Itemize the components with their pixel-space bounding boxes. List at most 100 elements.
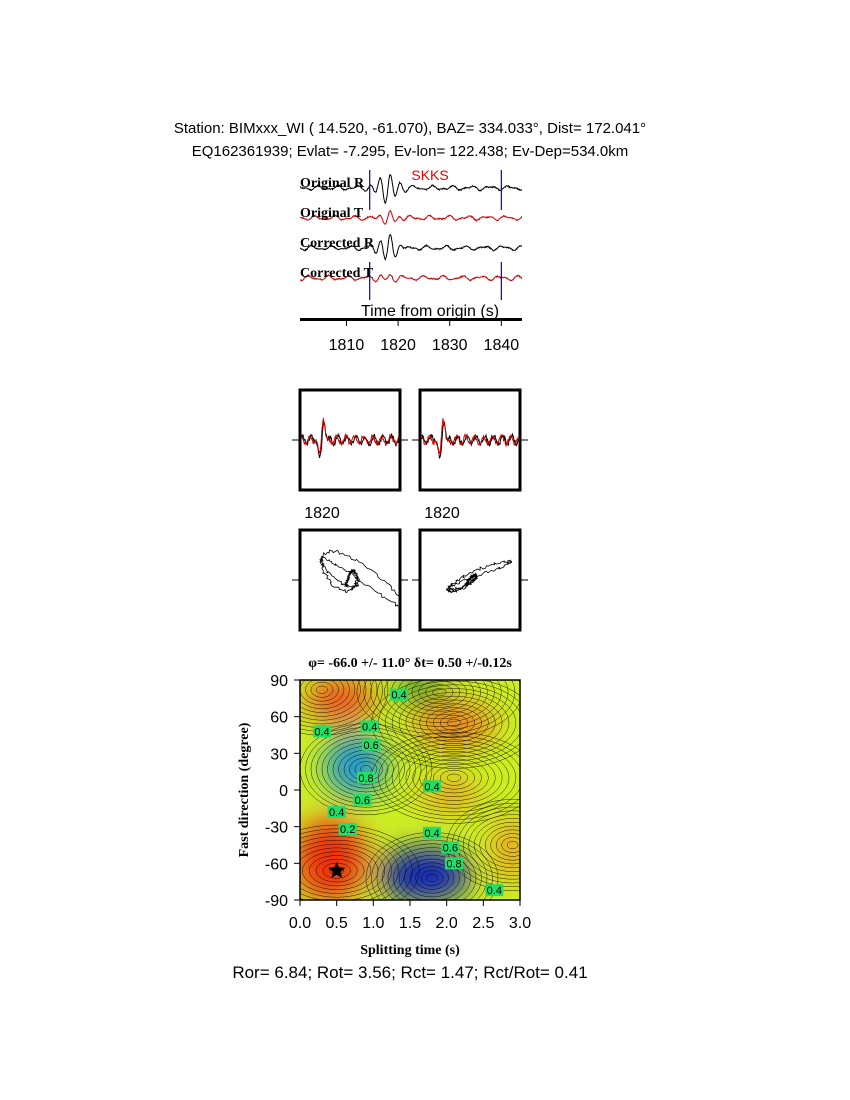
waveform-comparison-panel: 1820 1820 xyxy=(292,388,528,522)
contour-label-box xyxy=(485,884,504,897)
contour-label-box xyxy=(327,806,346,818)
seismogram-trace xyxy=(300,209,522,225)
contour-label-box xyxy=(338,823,357,836)
contour-line xyxy=(490,829,520,861)
x-axis-label: Splitting time (s) xyxy=(360,943,460,958)
waveform-trace xyxy=(421,418,519,456)
contour-line xyxy=(495,833,520,857)
contour-line xyxy=(433,711,475,735)
contour-label: 0.4 xyxy=(424,828,439,840)
contour-label-box xyxy=(441,841,460,854)
contour-line xyxy=(426,762,482,794)
contour-line xyxy=(382,843,482,900)
seismogram-panel: SKKS Original R Original T Corrected R C… xyxy=(300,167,522,354)
contour-line xyxy=(432,688,447,697)
time-tick-label: 1810 xyxy=(329,337,365,354)
time-axis-line xyxy=(300,318,522,321)
contour-line xyxy=(409,862,455,894)
contour-label-box xyxy=(353,793,372,806)
contour-label-box xyxy=(445,857,463,870)
energy-map: 0.4 0.4 0.6 0.4 0.8 0.6 0.4 0.4 0.2 0.4 0.6 0.8 0.4 xyxy=(300,680,520,900)
contour-line xyxy=(315,859,358,883)
waveform-tick-label-1: 1820 xyxy=(304,505,340,522)
contour-line xyxy=(425,684,454,701)
y-tick-label: 30 xyxy=(270,746,288,763)
waveform-trace xyxy=(301,421,399,459)
contour-line xyxy=(393,851,471,900)
contour-line xyxy=(411,680,468,708)
contour-line xyxy=(398,692,510,754)
time-tick-label: 1840 xyxy=(484,337,520,354)
waveform-trace xyxy=(301,417,399,454)
contour-line xyxy=(391,688,517,758)
contour-line xyxy=(462,810,520,880)
seismogram-trace xyxy=(300,174,522,205)
contour-line xyxy=(398,854,466,900)
contour-line xyxy=(473,818,520,872)
contour-line xyxy=(343,753,389,785)
time-tick-label: 1830 xyxy=(432,337,468,354)
contour-line xyxy=(398,747,510,809)
contour-line xyxy=(385,739,520,817)
contour-line xyxy=(300,680,372,725)
trace-label-corrected-t: Corrected T xyxy=(300,266,374,281)
contour-label: 0.4 xyxy=(487,885,502,897)
contour-label: 0.2 xyxy=(340,824,355,836)
contour-line xyxy=(378,735,520,820)
contour-label: 0.6 xyxy=(363,740,378,752)
contour-line xyxy=(433,766,475,790)
contour-line xyxy=(370,680,509,731)
y-tick-label: 0 xyxy=(279,783,288,800)
contour-line xyxy=(387,847,477,900)
y-tick-label: -60 xyxy=(265,856,288,873)
x-tick-label: 1.0 xyxy=(362,915,384,932)
seismogram-trace xyxy=(300,273,522,284)
contour-line xyxy=(356,680,520,739)
contour-line xyxy=(484,825,520,865)
contour-line xyxy=(412,754,496,801)
trace-label-corrected-r: Corrected R xyxy=(300,236,375,251)
contour-line xyxy=(419,703,489,743)
grid-search-panel: φ= -66.0 +/- 11.0° δt= 0.50 +/-0.12s 0.4… xyxy=(237,656,531,958)
contour-line xyxy=(468,814,520,876)
splitting-result-title: φ= -66.0 +/- 11.0° δt= 0.50 +/-0.12s xyxy=(308,656,512,671)
contour-line xyxy=(419,758,489,798)
contour-line xyxy=(426,707,482,739)
y-tick-label: 60 xyxy=(270,710,288,727)
contour-line xyxy=(363,680,516,735)
contour-label: 0.4 xyxy=(391,690,406,702)
contour-line xyxy=(391,743,517,813)
particle-motion-trace xyxy=(446,559,513,594)
x-tick-label: 2.0 xyxy=(436,915,458,932)
contour-line xyxy=(405,750,503,805)
best-fit-star xyxy=(328,861,346,878)
contour-line xyxy=(404,858,460,898)
contour-label-box xyxy=(357,771,375,784)
contour-label: 0.8 xyxy=(446,858,461,870)
contour-line xyxy=(305,680,339,702)
contour-line xyxy=(300,836,399,900)
time-axis-label: Time from origin (s) xyxy=(361,303,499,320)
contour-line xyxy=(418,680,461,704)
x-tick-label: 0.0 xyxy=(289,915,311,932)
y-axis-label: Fast direction (degree) xyxy=(237,722,252,857)
energy-ratios: Ror= 6.84; Rot= 3.56; Rct= 1.47; Rct/Rot… xyxy=(232,963,588,982)
event-info: EQ162361939; Evlat= -7.295, Ev-lon= 122.… xyxy=(191,143,629,160)
contour-label-box xyxy=(313,725,331,738)
contour-line xyxy=(446,718,462,727)
contour-line xyxy=(384,680,495,723)
contour-label-box xyxy=(423,780,441,793)
contour-line xyxy=(300,680,345,706)
contour-line xyxy=(446,773,462,782)
contour-line xyxy=(310,681,334,698)
contour-label: 0.4 xyxy=(424,781,439,793)
trace-label-original-r: Original R xyxy=(300,176,365,191)
contour-label-box xyxy=(390,688,408,701)
contour-line xyxy=(420,870,444,886)
contour-label: 0.4 xyxy=(329,807,344,819)
contour-label-box xyxy=(362,738,381,751)
contour-line xyxy=(300,832,406,900)
contour-line xyxy=(426,873,438,883)
x-tick-label: 3.0 xyxy=(509,915,531,932)
